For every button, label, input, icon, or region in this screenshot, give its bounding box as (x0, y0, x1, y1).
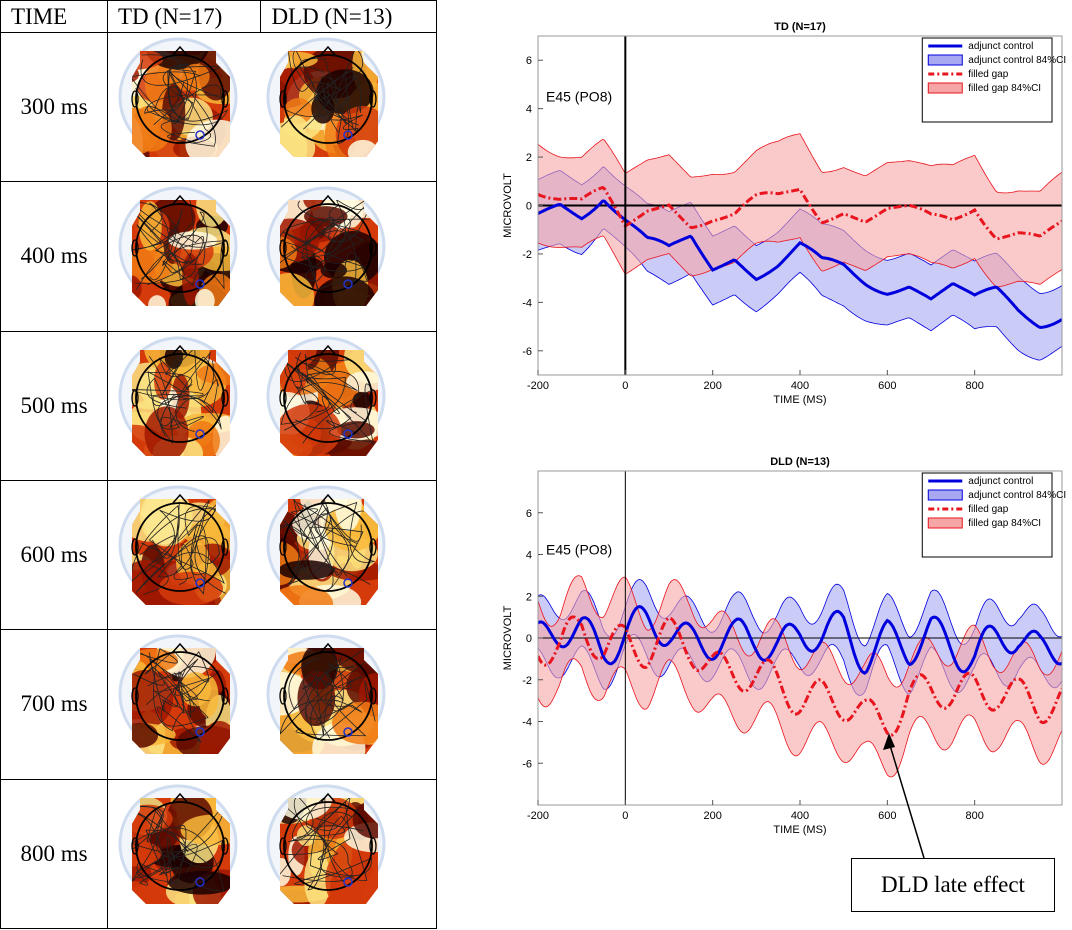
x-tick-label: 200 (703, 810, 721, 822)
scalp-topography-map (118, 37, 238, 158)
filled-gap-line (538, 615, 1062, 737)
legend-entry: filled gap 84%CI (968, 83, 1041, 94)
y-tick-label: 0 (526, 633, 532, 645)
scalp-topography-map (266, 634, 386, 755)
scalp-topography-map (118, 784, 238, 904)
x-tick-label: 0 (622, 810, 628, 822)
legend-entry: adjunct control (968, 476, 1033, 487)
x-axis-label: TIME (MS) (773, 824, 826, 836)
x-tick-label: -200 (527, 380, 549, 392)
y-tick-label: -6 (522, 758, 532, 770)
dld-late-effect-callout: DLD late effect (851, 858, 1055, 912)
x-axis-label: TIME (MS) (773, 394, 826, 406)
scalp-topography-map (266, 37, 386, 158)
legend-entry: adjunct control 84%CI (968, 490, 1066, 501)
y-tick-label: 6 (526, 508, 532, 520)
scalp-topography-map (118, 336, 238, 456)
legend-entry: filled gap (968, 504, 1008, 515)
time-label: 400 ms (0, 181, 108, 332)
y-axis-label: MICROVOLT (502, 173, 514, 238)
y-tick-label: -2 (522, 675, 532, 687)
topomap-row (107, 629, 437, 780)
topomap-row (107, 31, 437, 183)
header-time: TIME (0, 0, 108, 33)
y-tick-label: 6 (526, 55, 532, 67)
x-tick-label: 800 (965, 810, 983, 822)
header-dld: DLD (N=13) (260, 0, 437, 33)
legend-entry: filled gap (968, 69, 1008, 80)
chart-title: DLD (N=13) (770, 456, 830, 468)
electrode-label: E45 (PO8) (546, 542, 612, 558)
legend-entry: filled gap 84%CI (968, 518, 1041, 529)
td-erp-chart: -200 0 200 400 600 800 -6 -4 -2 0 2 4 6 TD (N=17) TIME… (490, 20, 1072, 415)
y-tick-label: 2 (526, 152, 532, 164)
y-tick-label: -4 (522, 297, 532, 309)
x-tick-label: 400 (791, 810, 809, 822)
x-tick-label: 400 (791, 380, 809, 392)
chart-legend: adjunct control adjunct control 84%CI fill… (921, 37, 1066, 123)
scalp-topography-map (266, 336, 386, 456)
x-tick-label: 600 (878, 810, 896, 822)
y-axis-label: MICROVOLT (502, 605, 514, 670)
time-label: 600 ms (0, 479, 108, 631)
y-tick-label: 4 (526, 550, 532, 562)
electrode-label: E45 (PO8) (546, 88, 612, 104)
legend-entry: adjunct control (968, 41, 1033, 52)
chart-title: TD (N=17) (774, 21, 826, 33)
x-tick-label: 600 (878, 380, 896, 392)
y-tick-label: 2 (526, 591, 532, 603)
topography-table: TIME TD (N=17) DLD (N=13) 300 ms 400 ms … (0, 0, 437, 930)
scalp-topography-map (266, 784, 386, 904)
header-td: TD (N=17) (106, 0, 262, 33)
time-label: 500 ms (0, 330, 108, 481)
time-label: 800 ms (0, 778, 108, 930)
x-tick-label: -200 (527, 810, 549, 822)
topomap-row (107, 479, 437, 631)
x-tick-label: 200 (703, 380, 721, 392)
scalp-topography-map (266, 485, 386, 606)
x-tick-label: 0 (622, 380, 628, 392)
y-tick-label: -4 (522, 717, 532, 729)
topomap-row (107, 778, 437, 930)
topomap-row (107, 330, 437, 481)
topomap-row (107, 181, 437, 332)
time-label: 300 ms (0, 31, 108, 183)
scalp-topography-map (118, 634, 238, 755)
y-tick-label: 4 (526, 104, 532, 116)
x-tick-label: 800 (965, 380, 983, 392)
chart-legend: adjunct control adjunct control 84%CI fill… (921, 472, 1066, 558)
time-label: 700 ms (0, 629, 108, 780)
filled-gap-ci-band (538, 575, 1062, 778)
legend-entry: adjunct control 84%CI (968, 55, 1066, 66)
dld-erp-chart: -200 0 200 400 600 800 -6 -4 -2 0 2 4 6 DLD (N=13) TIM… (490, 455, 1072, 845)
scalp-topography-map (118, 485, 238, 606)
scalp-topography-map (118, 186, 238, 307)
scalp-topography-map (266, 186, 386, 307)
y-tick-label: 0 (526, 201, 532, 213)
y-tick-label: -6 (522, 346, 532, 358)
y-tick-label: -2 (522, 249, 532, 261)
